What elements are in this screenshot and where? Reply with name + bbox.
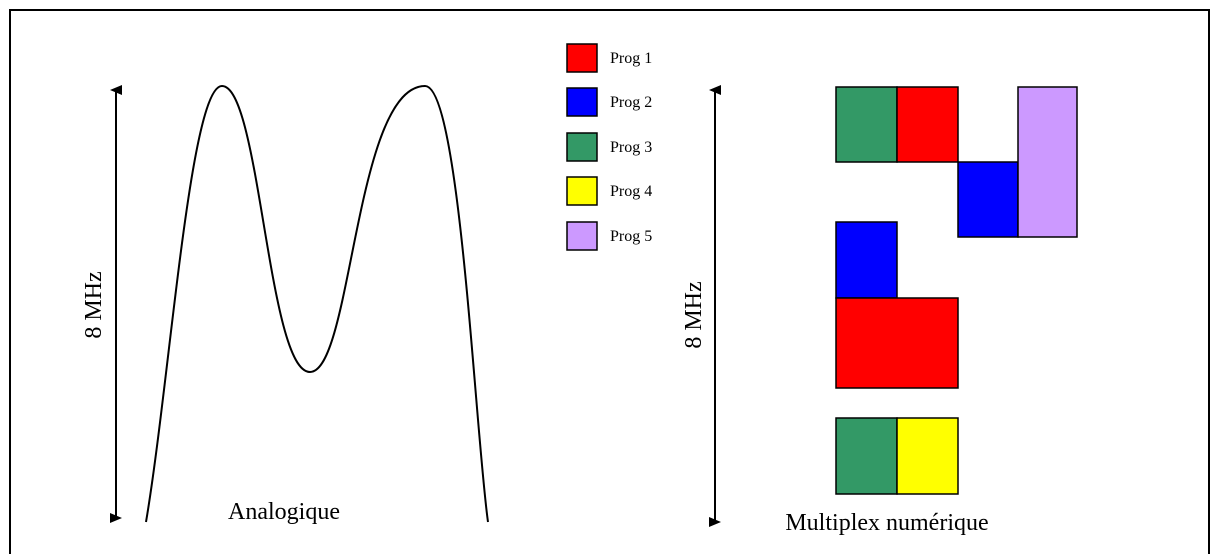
legend-label-prog-2: Prog 2 (610, 94, 652, 111)
digital-caption: Multiplex numérique (785, 510, 988, 536)
multiplex-block-prog-1 (896, 86, 959, 163)
legend-label-prog-1: Prog 1 (610, 50, 652, 67)
legend-swatch-prog-5 (566, 221, 598, 251)
legend-swatch-prog-3 (566, 132, 598, 162)
legend-swatch-prog-1 (566, 43, 598, 73)
analog-caption: Analogique (228, 499, 340, 525)
legend-label-prog-5: Prog 5 (610, 228, 652, 245)
diagram-frame (9, 9, 1210, 554)
analog-section: 8 MHz Analogique (81, 84, 489, 525)
multiplex-block-prog-1 (835, 297, 959, 389)
legend-swatch-prog-4 (566, 176, 598, 206)
legend-swatch-prog-2 (566, 87, 598, 117)
digital-axis-label: 8 MHz (681, 281, 707, 348)
analog-axis-label: 8 MHz (81, 271, 107, 338)
legend-label-prog-3: Prog 3 (610, 139, 652, 156)
multiplex-block-prog-3 (835, 417, 898, 495)
legend: Prog 1 Prog 2 Prog 3 Prog 4 Prog 5 (566, 43, 652, 251)
multiplex-block-prog-4 (896, 417, 959, 495)
analog-spectrum-curve (145, 84, 489, 523)
legend-label-prog-4: Prog 4 (610, 183, 652, 200)
multiplex-block-prog-5 (1017, 86, 1078, 238)
digital-section: 8 MHz Multiplex numérique (681, 85, 1078, 536)
multiplex-block-prog-2 (835, 221, 898, 299)
multiplex-block-prog-3 (835, 86, 898, 163)
multiplex-block-prog-2 (957, 161, 1019, 238)
